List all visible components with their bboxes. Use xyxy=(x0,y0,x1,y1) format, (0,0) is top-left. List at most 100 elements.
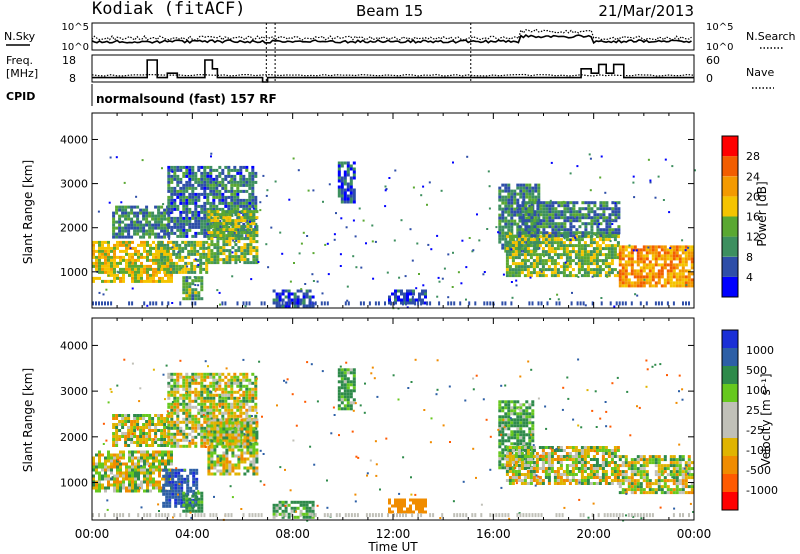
data-cell xyxy=(627,281,631,285)
data-cell xyxy=(530,216,534,220)
data-cell xyxy=(194,198,198,202)
data-cell xyxy=(146,489,149,493)
data-cell xyxy=(163,217,167,221)
data-cell xyxy=(657,263,661,267)
data-cell xyxy=(197,375,201,379)
data-cell xyxy=(630,281,634,285)
data-cell xyxy=(554,210,558,214)
data-cell xyxy=(402,301,404,306)
data-cell xyxy=(537,186,541,190)
data-cell xyxy=(128,450,131,454)
data-cell xyxy=(618,269,622,273)
data-cell xyxy=(681,239,684,242)
data-cell xyxy=(188,417,192,421)
data-cell xyxy=(173,165,177,169)
data-cell xyxy=(252,442,256,446)
data-cell xyxy=(113,459,116,463)
data-cell xyxy=(254,396,258,400)
data-cell xyxy=(520,238,524,242)
data-cell xyxy=(167,459,170,463)
data-cell xyxy=(245,408,249,412)
data-cell xyxy=(131,468,134,472)
data-cell xyxy=(421,301,424,305)
data-cell xyxy=(678,284,682,288)
data-cell xyxy=(287,295,291,299)
data-cell xyxy=(176,417,180,421)
data-cell xyxy=(101,243,104,247)
data-cell xyxy=(152,246,155,250)
data-cell xyxy=(527,219,531,223)
data-cell xyxy=(556,244,560,248)
data-cell xyxy=(206,417,210,421)
data-cell xyxy=(160,235,164,239)
data-cell xyxy=(630,251,634,255)
data-cell xyxy=(210,258,214,262)
data-cell xyxy=(131,258,134,262)
data-cell xyxy=(252,231,256,235)
data-cell xyxy=(647,246,650,249)
data-cell xyxy=(191,378,195,382)
data-cell xyxy=(200,231,204,235)
data-cell xyxy=(299,503,303,507)
data-cell xyxy=(228,448,232,452)
data-cell xyxy=(681,266,685,270)
data-cell xyxy=(110,483,113,487)
data-cell xyxy=(191,417,195,421)
data-cell xyxy=(526,253,530,257)
data-cell xyxy=(547,247,551,251)
data-cell xyxy=(438,280,441,283)
data-cell xyxy=(234,237,238,241)
data-cell xyxy=(308,509,312,513)
data-cell xyxy=(599,234,603,238)
data-cell xyxy=(200,285,204,289)
data-cell xyxy=(525,240,529,244)
data-cell xyxy=(403,301,406,305)
data-cell xyxy=(143,459,146,463)
data-cell xyxy=(200,432,204,436)
data-cell xyxy=(678,275,682,279)
data-cell xyxy=(523,274,527,278)
data-cell xyxy=(251,408,255,412)
data-cell xyxy=(167,165,171,169)
data-cell xyxy=(134,246,137,250)
data-cell xyxy=(124,438,128,441)
data-cell xyxy=(654,196,657,199)
data-cell xyxy=(651,263,655,267)
data-cell xyxy=(203,219,207,223)
data-cell xyxy=(371,240,374,243)
data-cell xyxy=(139,226,143,230)
data-cell xyxy=(188,378,192,382)
data-cell xyxy=(163,429,167,432)
data-cell xyxy=(293,292,297,296)
data-cell xyxy=(112,232,116,236)
data-cell xyxy=(207,216,211,220)
data-cell xyxy=(615,301,618,306)
data-cell xyxy=(559,265,563,269)
data-cell xyxy=(182,509,186,513)
data-cell xyxy=(388,498,391,502)
data-cell xyxy=(645,254,649,258)
data-cell xyxy=(343,191,347,195)
data-cell xyxy=(374,240,377,243)
data-cell xyxy=(548,201,552,205)
data-cell xyxy=(92,243,95,247)
data-cell xyxy=(222,234,226,238)
data-cell xyxy=(233,390,237,394)
data-cell xyxy=(122,456,125,460)
data-cell xyxy=(182,408,186,412)
freq-strip-frame xyxy=(91,54,695,83)
data-cell xyxy=(98,258,101,262)
data-cell xyxy=(642,266,646,270)
data-cell xyxy=(218,189,222,193)
data-cell xyxy=(180,486,184,490)
data-cell xyxy=(130,220,134,224)
data-cell xyxy=(200,387,204,391)
data-cell xyxy=(207,472,211,476)
data-cell xyxy=(182,497,186,501)
data-cell xyxy=(601,247,605,251)
data-cell xyxy=(403,501,406,505)
data-cell xyxy=(163,255,167,259)
data-cell xyxy=(592,268,596,272)
data-cell xyxy=(510,204,514,208)
data-cell xyxy=(92,465,95,469)
